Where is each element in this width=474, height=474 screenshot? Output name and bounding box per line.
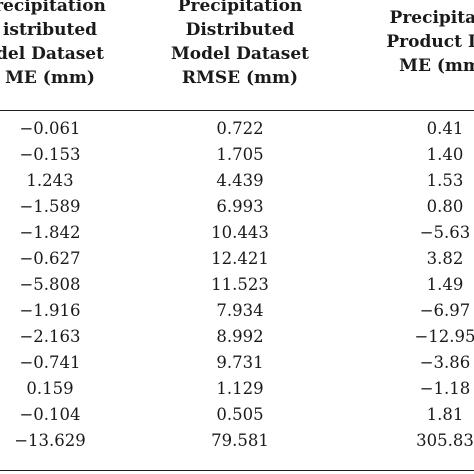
table-cell-r3-c3: 1.53 xyxy=(426,171,464,190)
table-cell-r11-c2: 1.129 xyxy=(216,379,264,398)
table-cell-r5-c3: −5.63 xyxy=(419,223,471,242)
table-cell-r4-c1: −1.589 xyxy=(19,197,81,216)
header-col-1-line-3: del Dataset xyxy=(0,44,104,64)
header-col-3: Precipitati Product Da ME (mm xyxy=(355,6,474,78)
table-cell-r10-c2: 9.731 xyxy=(216,353,264,372)
table-cell-r8-c1: −1.916 xyxy=(19,301,81,320)
table-cell-r12-c1: −0.104 xyxy=(19,405,81,424)
table-cell-r5-c1: −1.842 xyxy=(19,223,81,242)
table-cell-r7-c1: −5.808 xyxy=(19,275,81,294)
bottom-rule xyxy=(0,470,474,471)
table-cell-r6-c3: 3.82 xyxy=(426,249,464,268)
table-cell-r4-c2: 6.993 xyxy=(216,197,264,216)
header-col-3-line-2: Product Da xyxy=(386,32,474,52)
header-col-1-line-1: recipitation xyxy=(0,0,106,16)
header-col-2: Precipitation Distributed Model Dataset … xyxy=(160,0,320,90)
table-cell-r3-c2: 4.439 xyxy=(216,171,264,190)
table-cell-r10-c1: −0.741 xyxy=(19,353,81,372)
table-cell-r12-c3: 1.81 xyxy=(426,405,464,424)
table-cell-r3-c1: 1.243 xyxy=(26,171,74,190)
table-cell-r5-c2: 10.443 xyxy=(211,223,269,242)
header-rule xyxy=(0,110,474,111)
header-col-1-line-4: ME (mm) xyxy=(5,68,95,88)
table-cell-r2-c2: 1.705 xyxy=(216,145,264,164)
header-col-3-line-3: ME (mm xyxy=(399,56,474,76)
header-col-2-line-3: Model Dataset xyxy=(170,44,310,64)
table-cell-r2-c3: 1.40 xyxy=(426,145,464,164)
header-col-1-line-2: istributed xyxy=(2,20,98,40)
header-col-3-line-1: Precipitati xyxy=(389,8,474,28)
table-cell-r6-c2: 12.421 xyxy=(211,249,269,268)
header-col-2-line-4: RMSE (mm) xyxy=(181,68,299,88)
table-cell-r11-c1: 0.159 xyxy=(26,379,74,398)
table-cell-r1-c3: 0.41 xyxy=(426,119,464,138)
table-cell-r9-c2: 8.992 xyxy=(216,327,264,346)
table-cell-r4-c3: 0.80 xyxy=(426,197,464,216)
table-cell-r12-c2: 0.505 xyxy=(216,405,264,424)
table-cell-r7-c2: 11.523 xyxy=(211,275,269,294)
table-cell-r10-c3: −3.86 xyxy=(419,353,471,372)
table-cell-r13-c3: 305.83 xyxy=(416,431,474,450)
table-cell-r11-c3: −1.18 xyxy=(419,379,471,398)
table-cell-r6-c1: −0.627 xyxy=(19,249,81,268)
table-cell-r13-c2: 79.581 xyxy=(211,431,269,450)
table-cell-r13-c1: −13.629 xyxy=(14,431,86,450)
table-cell-r1-c2: 0.722 xyxy=(216,119,264,138)
header-col-1: recipitation istributed del Dataset ME (… xyxy=(0,0,120,90)
table-cell-r8-c2: 7.934 xyxy=(216,301,264,320)
table-cell-r1-c1: −0.061 xyxy=(19,119,81,138)
table-cell-r2-c1: −0.153 xyxy=(19,145,81,164)
table-cell-r9-c1: −2.163 xyxy=(19,327,81,346)
header-col-2-line-1: Precipitation xyxy=(177,0,303,16)
table-cell-r8-c3: −6.97 xyxy=(419,301,471,320)
table-cell-r9-c3: −12.95 xyxy=(414,327,474,346)
header-col-2-line-2: Distributed xyxy=(185,20,295,40)
table-cell-r7-c3: 1.49 xyxy=(426,275,464,294)
